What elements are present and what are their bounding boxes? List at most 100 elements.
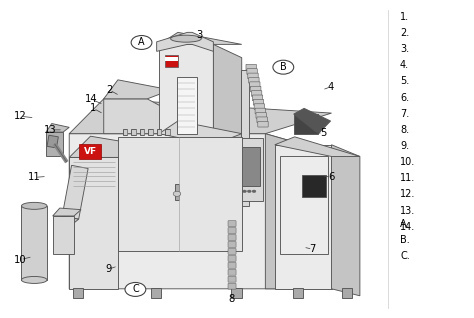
Polygon shape	[46, 132, 63, 156]
FancyBboxPatch shape	[255, 108, 265, 114]
Polygon shape	[69, 136, 142, 157]
Text: 13: 13	[44, 125, 56, 135]
Polygon shape	[275, 145, 331, 289]
Text: 5: 5	[320, 128, 326, 138]
FancyBboxPatch shape	[257, 117, 267, 123]
Polygon shape	[280, 156, 328, 254]
Circle shape	[131, 36, 152, 50]
Text: 3: 3	[196, 30, 202, 40]
Text: 9: 9	[105, 264, 112, 274]
Circle shape	[273, 60, 294, 74]
Polygon shape	[275, 137, 360, 156]
Polygon shape	[294, 108, 330, 134]
Text: 10: 10	[14, 255, 27, 265]
FancyBboxPatch shape	[228, 228, 236, 233]
Polygon shape	[159, 32, 242, 45]
FancyBboxPatch shape	[251, 86, 261, 92]
Polygon shape	[53, 216, 74, 254]
Polygon shape	[47, 135, 58, 148]
Text: 6.: 6.	[400, 93, 409, 102]
Polygon shape	[104, 80, 171, 99]
FancyBboxPatch shape	[248, 73, 258, 79]
Text: B: B	[280, 62, 287, 72]
Polygon shape	[140, 129, 145, 135]
Polygon shape	[331, 145, 360, 296]
Text: 2: 2	[106, 85, 113, 95]
FancyBboxPatch shape	[252, 95, 263, 101]
FancyBboxPatch shape	[228, 276, 236, 282]
Polygon shape	[151, 288, 161, 298]
Text: 3.: 3.	[400, 44, 409, 54]
Text: 8.: 8.	[400, 125, 409, 135]
Text: 14.: 14.	[400, 222, 415, 232]
Polygon shape	[156, 129, 161, 135]
Polygon shape	[69, 134, 331, 289]
Polygon shape	[156, 32, 213, 51]
Circle shape	[173, 191, 181, 196]
Text: 10.: 10.	[400, 157, 415, 167]
Polygon shape	[213, 45, 242, 145]
FancyBboxPatch shape	[228, 263, 236, 268]
FancyBboxPatch shape	[165, 55, 178, 67]
FancyBboxPatch shape	[228, 235, 236, 240]
Text: 4: 4	[328, 82, 334, 92]
Text: VF: VF	[83, 147, 97, 156]
Text: 1.: 1.	[400, 12, 409, 22]
Text: 4.: 4.	[400, 60, 409, 70]
FancyBboxPatch shape	[254, 104, 264, 109]
Text: 12: 12	[14, 111, 27, 121]
FancyBboxPatch shape	[247, 69, 257, 74]
Polygon shape	[293, 288, 303, 298]
Text: 13.: 13.	[400, 205, 415, 216]
Text: 2.: 2.	[400, 28, 410, 38]
Text: 7.: 7.	[400, 109, 410, 119]
Polygon shape	[131, 129, 136, 135]
Text: 11: 11	[28, 172, 41, 182]
FancyBboxPatch shape	[253, 100, 264, 105]
Polygon shape	[148, 129, 153, 135]
FancyBboxPatch shape	[79, 144, 101, 159]
Polygon shape	[159, 45, 213, 134]
Polygon shape	[302, 175, 326, 197]
Polygon shape	[123, 129, 128, 135]
Polygon shape	[69, 99, 331, 134]
Polygon shape	[176, 77, 197, 134]
Text: 9.: 9.	[400, 141, 409, 151]
Polygon shape	[236, 138, 263, 201]
Ellipse shape	[171, 35, 201, 42]
Polygon shape	[265, 134, 331, 289]
FancyBboxPatch shape	[228, 242, 236, 247]
Polygon shape	[174, 184, 179, 200]
Polygon shape	[342, 288, 352, 298]
Polygon shape	[294, 114, 318, 134]
Polygon shape	[53, 208, 81, 216]
Ellipse shape	[21, 276, 47, 283]
FancyBboxPatch shape	[249, 78, 259, 83]
Polygon shape	[57, 216, 79, 223]
Text: 12.: 12.	[400, 190, 415, 199]
Polygon shape	[62, 165, 88, 219]
FancyBboxPatch shape	[256, 113, 266, 118]
Polygon shape	[159, 121, 242, 145]
Circle shape	[247, 190, 251, 193]
FancyBboxPatch shape	[228, 249, 236, 254]
Text: 6: 6	[328, 172, 335, 182]
Polygon shape	[241, 70, 249, 206]
FancyBboxPatch shape	[228, 221, 236, 226]
Text: C.: C.	[400, 252, 410, 261]
Polygon shape	[21, 206, 47, 280]
Text: 7: 7	[310, 244, 316, 254]
Polygon shape	[165, 129, 170, 135]
FancyBboxPatch shape	[228, 283, 236, 289]
Text: C: C	[132, 284, 139, 294]
FancyBboxPatch shape	[251, 91, 262, 96]
Text: 1: 1	[90, 103, 97, 113]
FancyBboxPatch shape	[165, 57, 178, 61]
Polygon shape	[69, 157, 118, 289]
Text: 11.: 11.	[400, 173, 415, 183]
Polygon shape	[46, 123, 69, 132]
Text: 5.: 5.	[400, 76, 410, 86]
Ellipse shape	[21, 202, 47, 209]
Text: 14: 14	[85, 94, 98, 105]
FancyBboxPatch shape	[246, 64, 256, 70]
